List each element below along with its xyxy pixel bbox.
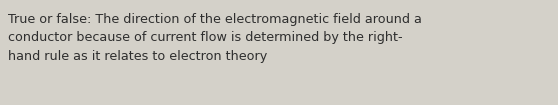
Text: True or false: The direction of the electromagnetic field around a
conductor bec: True or false: The direction of the elec… [8, 13, 422, 63]
